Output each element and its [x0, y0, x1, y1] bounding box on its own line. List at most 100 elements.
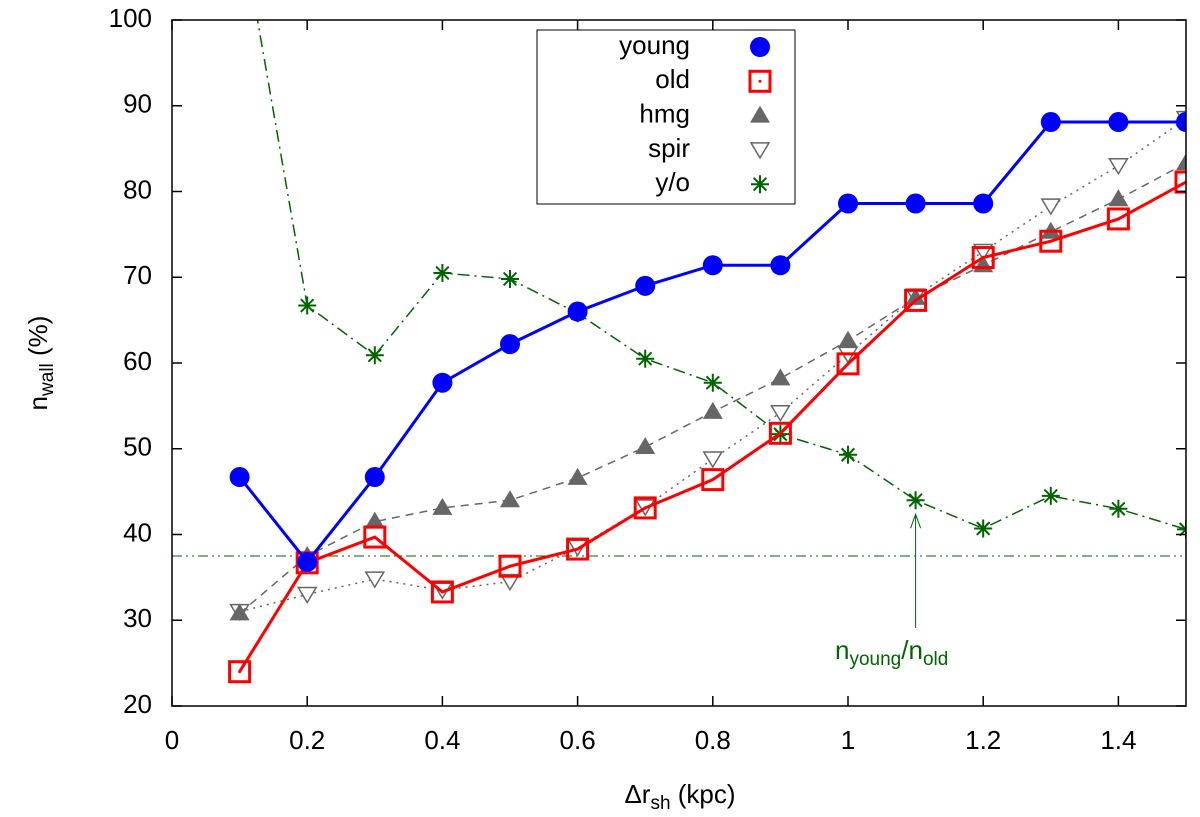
marker-circle: [229, 467, 250, 488]
marker-part: [633, 496, 657, 520]
marker-asterisk: [501, 269, 519, 288]
marker-part: [1041, 486, 1060, 505]
marker-part: [1040, 112, 1061, 133]
marker-part: [701, 468, 725, 492]
marker-part: [508, 564, 512, 568]
annotation-part: n: [835, 635, 849, 665]
marker-part: [238, 670, 242, 674]
y-tick-label: 70: [123, 260, 152, 290]
marker-part: [981, 256, 985, 260]
marker-circle: [567, 301, 588, 322]
marker-asterisk: [1041, 486, 1060, 505]
marker-part: [566, 537, 590, 561]
marker-triangle-down: [1108, 158, 1129, 176]
marker-part: [838, 330, 858, 348]
marker-part: [905, 287, 926, 305]
y-label-main: n: [23, 396, 53, 410]
legend-box: [536, 29, 796, 205]
marker-part: [973, 193, 994, 214]
x-tick-label: 0.2: [289, 725, 325, 755]
marker-asterisk: [1109, 499, 1128, 518]
marker-part: [1040, 198, 1062, 216]
marker-part: [839, 445, 857, 464]
marker-circle: [750, 37, 770, 57]
marker-part: [1176, 112, 1186, 133]
marker-triangle-up: [432, 497, 453, 515]
marker-asterisk: [636, 349, 655, 368]
marker-part: [702, 451, 724, 469]
marker-triangle-up: [1108, 189, 1129, 207]
marker-triangle-up: [905, 287, 926, 305]
marker-part: [433, 263, 452, 282]
marker-part: [914, 298, 918, 302]
marker-part: [635, 275, 656, 296]
marker-part: [498, 554, 522, 578]
marker-circle: [1040, 112, 1061, 133]
marker-part: [1106, 207, 1130, 231]
annotation-part: old: [923, 649, 948, 670]
plot-area: [172, 20, 1186, 684]
marker-triangle-down: [1040, 198, 1062, 216]
marker-part: [432, 497, 453, 515]
marker-part: [778, 431, 782, 435]
marker-part: [432, 372, 453, 393]
marker-part: [904, 288, 928, 312]
marker-square: [836, 352, 860, 376]
marker-asterisk: [365, 346, 384, 365]
marker-circle: [364, 467, 385, 488]
marker-part: [499, 573, 521, 592]
marker-square: [228, 660, 252, 684]
legend-label: young: [619, 30, 690, 60]
y-tick-label: 50: [123, 432, 152, 462]
marker-part: [758, 79, 762, 83]
marker-circle: [297, 551, 318, 572]
marker-part: [971, 246, 995, 270]
marker-square: [430, 580, 454, 604]
y-label-unit: (%): [23, 316, 53, 364]
marker-part: [905, 193, 926, 214]
marker-part: [430, 580, 454, 604]
marker-part: [636, 349, 655, 368]
x-tick-label: 0.6: [560, 725, 596, 755]
marker-part: [1116, 217, 1120, 221]
marker-part: [643, 506, 647, 510]
marker-part: [229, 467, 250, 488]
marker-square: [768, 421, 792, 445]
marker-circle: [973, 193, 994, 214]
y-tick-label: 100: [109, 3, 152, 33]
marker-part: [748, 69, 772, 93]
marker-part: [635, 437, 656, 455]
marker-part: [1176, 153, 1186, 171]
marker-part: [500, 490, 520, 508]
marker-circle: [500, 334, 520, 355]
legend-label: hmg: [639, 98, 690, 128]
marker-part: [749, 142, 771, 160]
marker-part: [364, 467, 385, 488]
marker-part: [567, 467, 588, 485]
marker-part: [770, 255, 791, 276]
marker-circle: [702, 255, 723, 276]
marker-asterisk: [433, 263, 452, 282]
x-tick-label: 1: [841, 725, 855, 755]
legend-label: y/o: [655, 167, 690, 197]
y-tick-label: 20: [123, 689, 152, 719]
marker-part: [296, 586, 318, 604]
marker-part: [567, 301, 588, 322]
marker-triangle-down: [749, 142, 771, 160]
marker-triangle-up: [567, 467, 588, 485]
marker-part: [440, 590, 444, 594]
marker-triangle-up: [702, 401, 723, 419]
marker-square: [633, 496, 657, 520]
y-tick-label: 80: [123, 174, 152, 204]
series-line: [239, 117, 1186, 613]
marker-part: [500, 334, 520, 355]
marker-part: [576, 547, 580, 551]
marker-asterisk: [906, 491, 925, 510]
annotation-part: young: [849, 649, 901, 670]
legend: young old hmg spir y/o: [536, 29, 796, 205]
marker-part: [1049, 239, 1053, 243]
marker-asterisk: [974, 519, 993, 538]
marker-triangle-up: [500, 490, 520, 508]
marker-triangle-down: [702, 451, 724, 469]
marker-part: [1174, 170, 1186, 194]
